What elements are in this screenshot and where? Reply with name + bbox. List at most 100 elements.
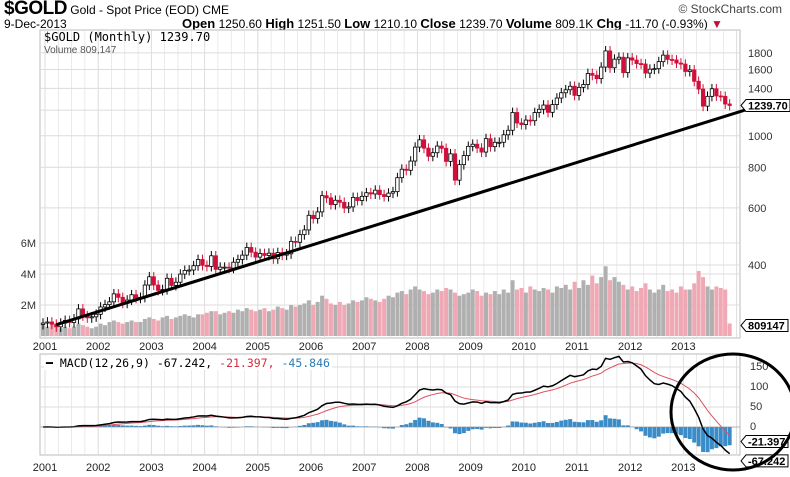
volume-bar xyxy=(125,322,130,336)
volume-bar xyxy=(227,311,232,336)
volume-bar xyxy=(585,284,590,336)
volume-bar xyxy=(537,291,542,336)
year-label: 2013 xyxy=(671,462,695,474)
macd-axis-tick: 50 xyxy=(750,401,762,413)
candle-up xyxy=(359,195,365,201)
volume-bar xyxy=(346,303,351,336)
year-label: 2013 xyxy=(671,341,695,353)
year-label: 2006 xyxy=(299,462,323,474)
macd-histogram-bar xyxy=(665,427,670,434)
macd-legend: ━ MACD(12,26,9) -67.242, -21.397, -45.84… xyxy=(44,356,332,370)
macd-histogram-bar xyxy=(275,427,280,428)
candle-down xyxy=(156,284,161,291)
volume-bar xyxy=(430,292,435,336)
volume-bar xyxy=(435,289,440,336)
candle-up xyxy=(408,160,413,171)
macd-histogram-bar xyxy=(196,424,201,427)
candle-up xyxy=(656,61,661,70)
volume-bar xyxy=(612,277,617,336)
volume-axis-tick: 6M xyxy=(21,238,36,250)
candle-up xyxy=(483,138,489,153)
volume-bar xyxy=(696,270,701,336)
year-label: 2008 xyxy=(405,341,429,353)
low-value: 1210.10 xyxy=(373,17,418,31)
candle-up xyxy=(191,265,196,271)
volume-bar xyxy=(373,300,378,336)
volume-bar xyxy=(532,289,537,336)
signal-line xyxy=(42,362,731,436)
macd-histogram-bar xyxy=(550,422,555,427)
volume-bar xyxy=(630,286,635,336)
candle-up xyxy=(218,266,223,270)
candle-down xyxy=(634,59,639,64)
macd-histogram-bar xyxy=(182,425,187,427)
macd-histogram-bar xyxy=(337,422,342,427)
macd-histogram-bar xyxy=(297,425,302,427)
year-label: 2012 xyxy=(618,341,642,353)
volume-bar xyxy=(297,305,302,336)
macd-histogram-bar xyxy=(138,426,143,427)
low-label: Low xyxy=(344,16,371,31)
candle-down xyxy=(439,145,444,149)
volume-bar xyxy=(683,289,688,336)
macd-histogram-bar xyxy=(125,425,130,427)
candle-up xyxy=(147,276,152,286)
macd-histogram-bar xyxy=(134,425,139,427)
volume-bar xyxy=(187,315,192,336)
volume-bar xyxy=(147,317,152,336)
volume-bar xyxy=(581,280,586,336)
volume-bar xyxy=(701,277,706,336)
volume-bar xyxy=(550,292,555,336)
candle-down xyxy=(621,56,626,74)
symbol: $GOLD xyxy=(4,0,67,19)
volume-axis-tick: 4M xyxy=(21,269,36,281)
volume-bar xyxy=(116,322,121,336)
macd-histogram-bar xyxy=(191,425,196,427)
candle-up xyxy=(231,261,236,269)
macd-histogram-bar xyxy=(98,426,103,427)
volume-bar xyxy=(643,283,648,336)
candle-up xyxy=(470,143,475,147)
candle-down xyxy=(368,192,373,195)
macd-histogram-bar xyxy=(470,427,475,430)
volume-bar xyxy=(160,317,165,336)
macd-histogram-bar xyxy=(315,422,320,427)
candle-up xyxy=(510,112,515,131)
macd-histogram-bar xyxy=(625,425,630,427)
volume-bar xyxy=(452,292,457,336)
macd-histogram-bar xyxy=(439,424,444,427)
volume-bar xyxy=(616,281,621,336)
candle-down xyxy=(607,50,613,69)
macd-histogram-bar xyxy=(386,427,391,429)
macd-histogram-bar xyxy=(661,427,666,434)
volume-bar xyxy=(45,326,50,336)
last-volume-label: 809147 xyxy=(748,320,785,332)
volume-bar xyxy=(541,287,546,336)
volume-bar xyxy=(240,311,245,336)
quote-summary: Open 1250.60 High 1251.50 Low 1210.10 Cl… xyxy=(182,17,723,31)
year-label: 2003 xyxy=(139,341,163,353)
volume-bar xyxy=(271,309,276,336)
volume-bar xyxy=(404,294,409,336)
volume-bar xyxy=(165,315,170,336)
volume-bar xyxy=(266,311,271,336)
volume-bar xyxy=(519,287,524,336)
macd-histogram-bar xyxy=(546,423,551,427)
candle-up xyxy=(107,301,112,306)
candle-down xyxy=(643,63,648,74)
volume-bar xyxy=(523,292,528,336)
macd-histogram-bar xyxy=(302,425,307,427)
volume-bar xyxy=(111,320,116,336)
volume-bar xyxy=(559,287,564,336)
macd-histogram-bar xyxy=(435,422,440,427)
last-volume-label-box xyxy=(740,318,789,332)
volume-bar xyxy=(311,305,316,336)
candle-down xyxy=(572,85,577,96)
volume-bar xyxy=(63,326,68,336)
volume-bar xyxy=(590,275,595,336)
candle-down xyxy=(355,197,360,201)
volume-bar xyxy=(262,308,267,336)
macd-histogram-bar xyxy=(643,427,648,436)
candle-up xyxy=(266,252,272,256)
volume-bar xyxy=(196,314,201,336)
